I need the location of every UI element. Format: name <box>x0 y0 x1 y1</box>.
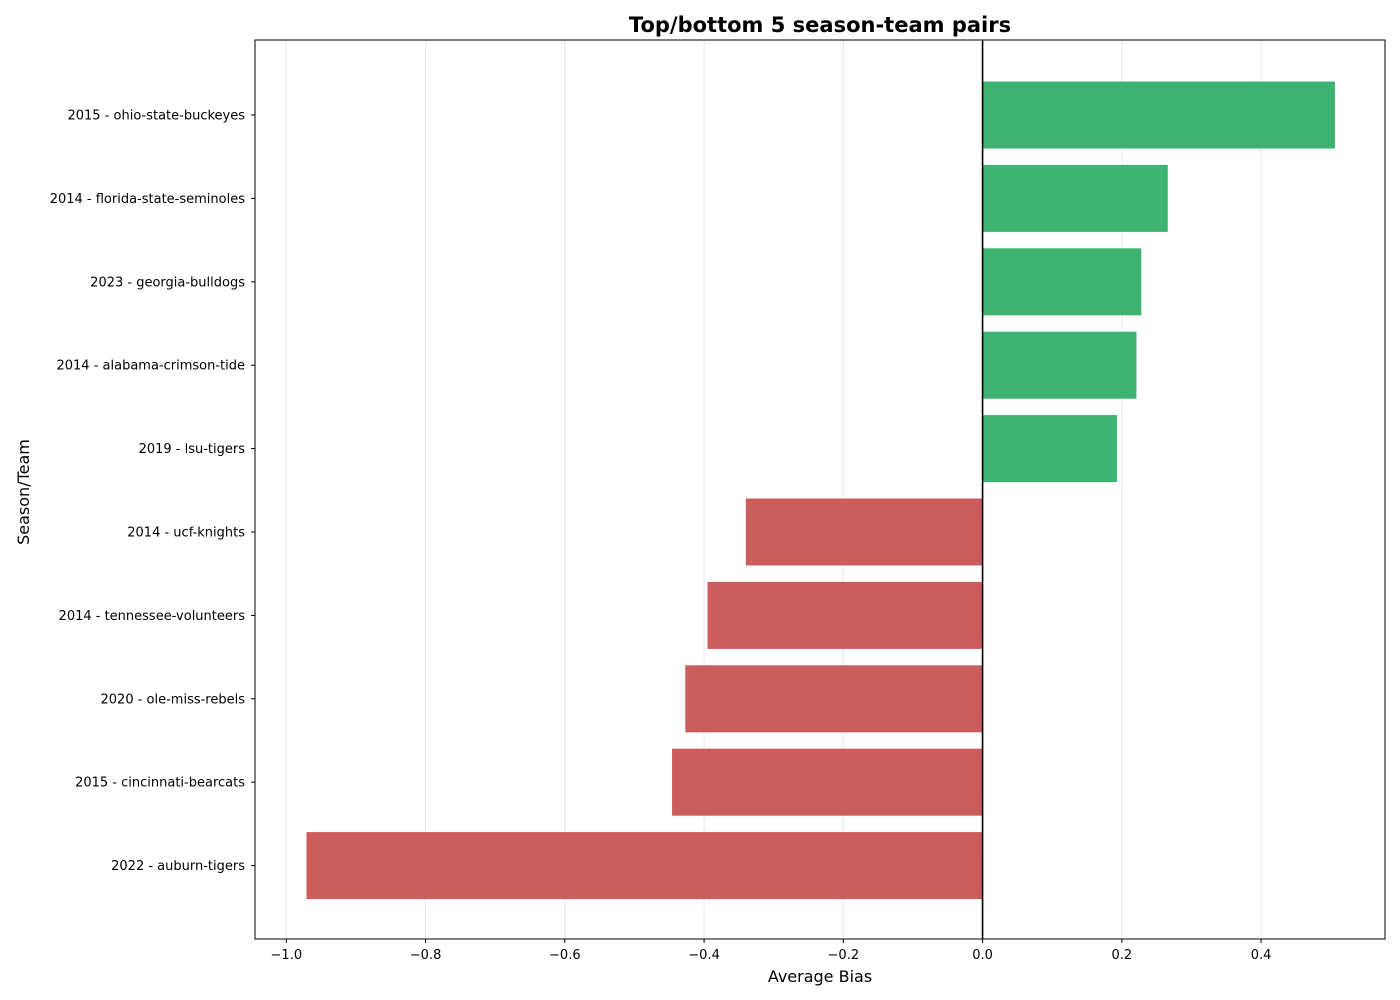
y-tick-label-6: 2014 - tennessee-volunteers <box>59 609 246 624</box>
x-tick-label-7: 0.4 <box>1251 948 1272 963</box>
y-tick-label-8: 2015 - cincinnati-bearcats <box>75 776 245 791</box>
x-tick-label-1: −0.8 <box>410 948 442 963</box>
chart-title: Top/bottom 5 season-team pairs <box>629 13 1011 37</box>
x-tick-label-0: −1.0 <box>271 948 303 963</box>
x-tick-label-5: 0.0 <box>972 948 993 963</box>
bars <box>306 81 1335 900</box>
y-tick-label-7: 2020 - ole-miss-rebels <box>101 692 246 707</box>
x-axis-label: Average Bias <box>768 967 872 986</box>
y-tick-labels: 2015 - ohio-state-buckeyes 2014 - florida… <box>50 109 255 874</box>
bar-2 <box>982 248 1142 316</box>
bar-4 <box>982 415 1117 483</box>
x-tick-label-3: −0.4 <box>688 948 720 963</box>
y-tick-label-2: 2023 - georgia-bulldogs <box>90 275 245 290</box>
x-tick-label-2: −0.6 <box>549 948 581 963</box>
plot-frame <box>254 39 1386 940</box>
y-tick-label-0: 2015 - ohio-state-buckeyes <box>67 109 245 124</box>
y-tick-label-5: 2014 - ucf-knights <box>127 526 245 541</box>
y-axis-label: Season/Team <box>14 439 33 545</box>
y-tick-label-9: 2022 - auburn-tigers <box>111 859 245 874</box>
y-tick-label-4: 2019 - lsu-tigers <box>139 442 246 457</box>
bar-5 <box>745 498 983 566</box>
y-tick-label-3: 2014 - alabama-crimson-tide <box>56 359 245 374</box>
y-tick-label-1: 2014 - florida-state-seminoles <box>50 192 246 207</box>
bar-1 <box>982 164 1168 232</box>
bar-7 <box>685 665 983 733</box>
bar-0 <box>982 81 1335 149</box>
x-tick-labels: −1.0 −0.8 −0.6 −0.4 −0.2 0.0 0.2 0.4 <box>271 939 1272 963</box>
bar-8 <box>672 748 983 816</box>
x-tick-label-4: −0.2 <box>828 948 860 963</box>
bar-6 <box>707 581 983 649</box>
bar-3 <box>982 331 1137 399</box>
x-tick-label-6: 0.2 <box>1111 948 1132 963</box>
bar-9 <box>306 832 983 900</box>
